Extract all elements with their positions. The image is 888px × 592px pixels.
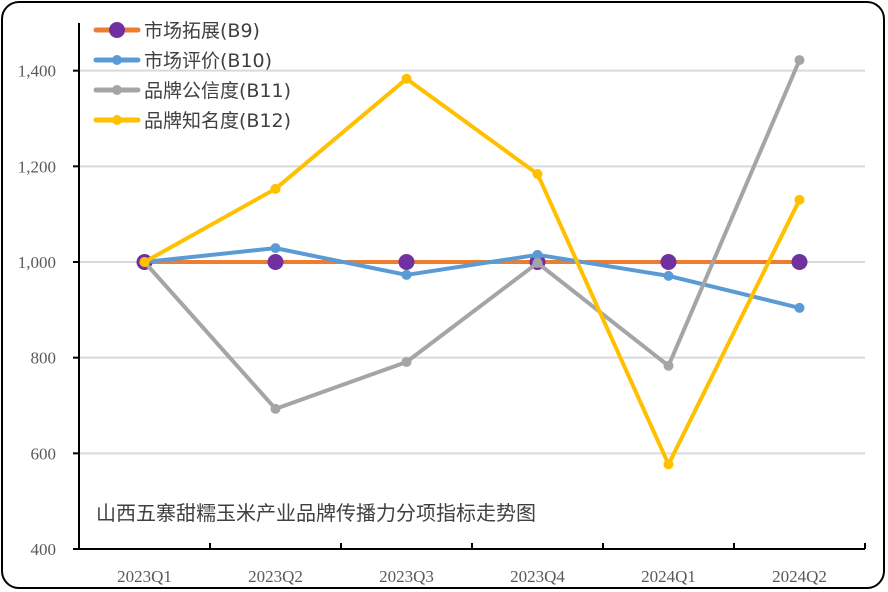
data-point-marker (270, 243, 281, 254)
data-point-marker (270, 183, 281, 194)
data-point-marker (267, 254, 284, 270)
data-point-marker (532, 168, 543, 179)
x-tick-label: 2023Q3 (379, 567, 434, 586)
x-tick-label: 2024Q2 (772, 567, 827, 586)
data-point-marker (532, 257, 543, 268)
data-point-marker (401, 269, 412, 280)
legend-label: 品牌知名度(B12) (144, 110, 291, 132)
legend-marker-icon (112, 55, 122, 65)
chart-title: 山西五寨甜糯玉米产业品牌传播力分项指标走势图 (96, 501, 536, 525)
legend-item: 品牌知名度(B12) (93, 110, 291, 132)
legend-item: 市场拓展(B9) (93, 20, 260, 42)
data-point-marker (401, 356, 412, 367)
legend-marker-icon (112, 85, 122, 95)
data-point-marker (663, 270, 674, 281)
series-line (143, 59, 802, 411)
data-point-marker (663, 459, 674, 470)
series-1 (136, 254, 808, 270)
legend-label: 品牌公信度(B11) (144, 80, 291, 102)
x-tick-label: 2023Q2 (248, 567, 303, 586)
data-point-marker (401, 73, 412, 84)
data-point-marker (791, 254, 808, 270)
series-3 (139, 55, 805, 414)
data-point-marker (398, 254, 415, 270)
x-axis-tick-labels: 2023Q1 2023Q2 2023Q3 2023Q4 2024Q1 2024Q2 (117, 567, 827, 586)
y-axis-tick-labels: 400 600 800 1,000 1,200 1,400 (18, 62, 56, 559)
legend-label: 市场拓展(B9) (144, 20, 260, 42)
series-lines (136, 55, 808, 470)
legend-item: 品牌公信度(B11) (93, 80, 291, 102)
y-tick-label: 1,200 (18, 157, 56, 176)
y-tick-label: 800 (31, 349, 57, 368)
x-tick-label: 2023Q4 (510, 567, 565, 586)
y-tick-label: 600 (31, 444, 57, 463)
x-tick-label: 2024Q1 (641, 567, 696, 586)
data-point-marker (139, 257, 150, 267)
legend: 市场拓展(B9) 市场评价(B10) 品牌公信度(B11) 品牌知名度(B12) (93, 20, 291, 132)
y-tick-label: 1,000 (18, 253, 56, 272)
series-line (143, 76, 802, 467)
data-point-marker (663, 360, 674, 371)
data-point-marker (794, 194, 805, 205)
legend-item: 市场评价(B10) (93, 50, 272, 72)
legend-marker-icon (112, 115, 122, 125)
data-point-marker (794, 302, 805, 313)
data-point-marker (660, 254, 677, 270)
series-line (144, 246, 800, 310)
data-point-marker (794, 55, 805, 66)
data-point-marker (532, 249, 543, 260)
y-tick-label: 400 (31, 540, 57, 559)
legend-label: 市场评价(B10) (144, 50, 272, 72)
series-4 (139, 73, 805, 470)
legend-marker-icon (109, 22, 125, 38)
data-point-marker (270, 403, 281, 414)
y-tick-label: 1,400 (18, 62, 56, 81)
x-tick-label: 2023Q1 (117, 567, 172, 586)
axes (73, 23, 866, 550)
